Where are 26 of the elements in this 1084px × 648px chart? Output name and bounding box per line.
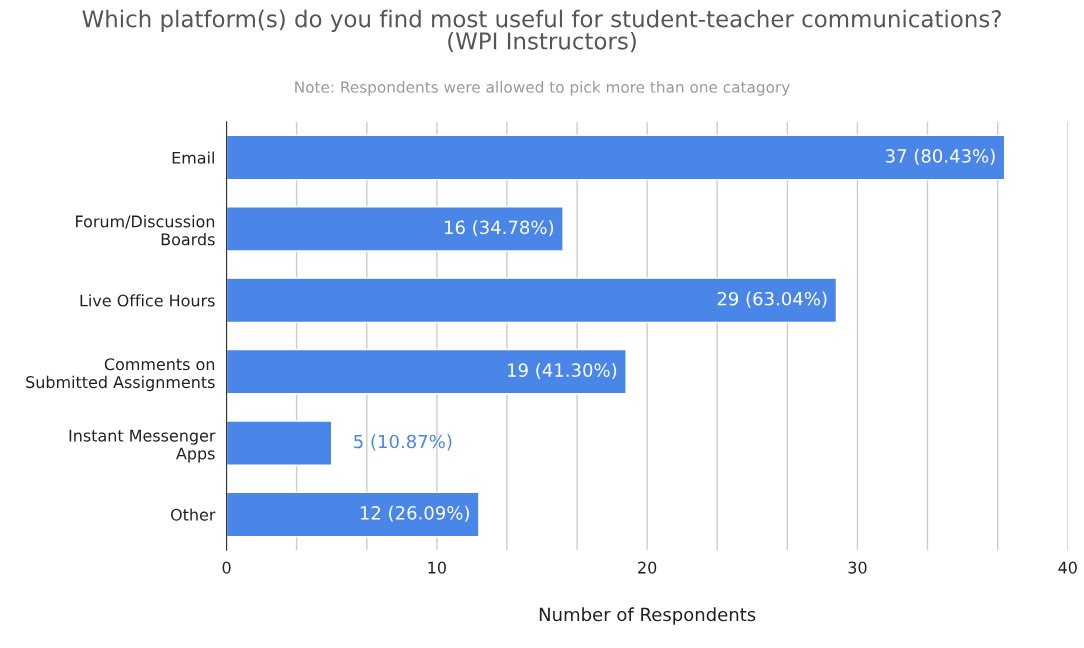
bar: [226, 348, 627, 395]
x-axis-title: Number of Respondents: [539, 607, 756, 625]
y-tick-label: Forum/Discussion Boards: [76, 215, 215, 246]
x-tick-label: 20: [638, 561, 657, 574]
chart-title: Which platform(s) do you find most useful for student-teacher communications? (WPI Instructors): [82, 9, 1001, 53]
y-tick-label: Live Office Hours: [80, 294, 215, 307]
data-label: 37 (80.43%): [885, 148, 995, 165]
x-tick-label: 0: [222, 561, 231, 574]
bar: [226, 491, 480, 538]
data-label: 16 (34.78%): [444, 220, 554, 237]
y-tick-label: Instant Messenger Apps: [69, 429, 216, 463]
x-tick-label: 40: [1058, 561, 1077, 574]
data-label: 12 (26.09%): [360, 505, 469, 522]
y-tick-label: Email: [172, 151, 214, 164]
bar: [226, 134, 1006, 181]
y-tick-label: Comments on Submitted Assignments: [26, 358, 215, 392]
bar: [226, 420, 333, 466]
bar: [226, 277, 838, 324]
data-label: 19 (41.30%): [508, 362, 617, 380]
chart-subtitle: Note: Respondents were allowed to pick more than one catagory: [295, 81, 790, 96]
y-tick-label: Other: [170, 508, 216, 521]
x-tick-label: 10: [428, 561, 446, 574]
data-label: 29 (63.04%): [717, 291, 827, 308]
bar: [226, 206, 564, 252]
x-tick-label: 30: [848, 561, 867, 574]
data-label: 5 (10.87%): [354, 434, 452, 451]
